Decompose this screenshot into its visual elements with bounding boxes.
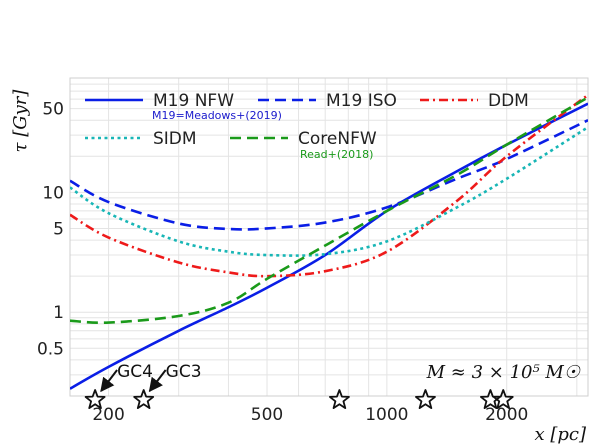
y-tick-label: 10 xyxy=(42,183,64,203)
legend-citation: M19=Meadows+(2019) xyxy=(152,109,282,122)
annotation-mass: M ≈ 3 × 10⁵ M☉ xyxy=(426,362,581,383)
star-markers: GC4 GC3 xyxy=(84,362,514,409)
x-tick-label: 2000 xyxy=(485,405,528,425)
legend-citation: Read+(2018) xyxy=(300,148,373,161)
star-label-gc4: GC4 xyxy=(117,362,153,382)
series-line-m19-iso xyxy=(70,119,588,231)
series-line-ddm xyxy=(70,93,588,278)
star-label-gc3: GC3 xyxy=(166,362,202,382)
legend-label: CoreNFW xyxy=(298,129,377,149)
tick-labels: 200 500 1000 2000 0.5 1 5 10 50 xyxy=(37,100,528,425)
series-line-sidm xyxy=(70,126,588,257)
star-arrow xyxy=(148,369,167,393)
x-tick-label: 500 xyxy=(251,405,283,425)
plot-frame xyxy=(69,77,589,397)
legend-label: DDM xyxy=(488,91,529,111)
y-tick-label: 0.5 xyxy=(37,339,64,359)
star-marker xyxy=(492,389,514,409)
y-axis-label: τ [Gyr] xyxy=(10,89,31,153)
x-axis-label: x [pc] xyxy=(534,424,586,445)
legend-label: M19 ISO xyxy=(326,91,397,111)
star-marker xyxy=(329,389,350,409)
star-arrow xyxy=(100,369,118,393)
grid-lines xyxy=(70,78,588,396)
star-marker xyxy=(415,389,436,409)
x-tick-label: 1000 xyxy=(365,405,408,425)
x-tick-label: 200 xyxy=(92,405,124,425)
star-marker xyxy=(133,389,155,409)
legend: M19 NFW M19 ISO DDM SIDM CoreNFW M19=Meadows+… xyxy=(85,91,529,161)
legend-label: M19 NFW xyxy=(153,91,234,111)
series-line-corenfw xyxy=(70,96,588,325)
y-tick-label: 50 xyxy=(42,100,64,120)
star-marker xyxy=(84,389,106,409)
legend-label: SIDM xyxy=(153,129,197,149)
y-tick-label: 1 xyxy=(53,303,64,323)
series-lines xyxy=(70,93,588,390)
series-line-m19-nfw xyxy=(70,102,588,390)
y-tick-label: 5 xyxy=(53,219,64,239)
